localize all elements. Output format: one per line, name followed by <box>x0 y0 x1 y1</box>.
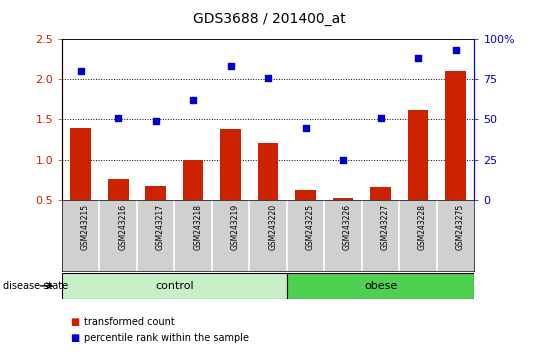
Bar <box>408 110 429 200</box>
Bar <box>295 189 316 200</box>
Bar <box>108 179 128 200</box>
Bar <box>258 143 279 200</box>
Text: disease state: disease state <box>3 281 68 291</box>
Point <box>301 125 310 130</box>
Text: GSM243226: GSM243226 <box>343 204 352 250</box>
Point <box>151 118 160 124</box>
Text: GSM243218: GSM243218 <box>193 204 202 250</box>
Bar <box>370 187 391 200</box>
Point <box>414 56 423 61</box>
Text: ■: ■ <box>70 317 79 327</box>
Text: GSM243227: GSM243227 <box>381 204 390 250</box>
Text: ■: ■ <box>70 333 79 343</box>
Bar <box>146 185 166 200</box>
Point <box>264 75 273 80</box>
Text: obese: obese <box>364 281 397 291</box>
Bar <box>183 160 204 200</box>
Point <box>451 47 460 53</box>
Text: GSM243225: GSM243225 <box>306 204 315 250</box>
Text: GSM243220: GSM243220 <box>268 204 277 250</box>
Text: GSM243219: GSM243219 <box>231 204 240 250</box>
Point <box>114 115 122 121</box>
Text: GSM243216: GSM243216 <box>118 204 127 250</box>
Point <box>226 63 235 69</box>
Text: transformed count: transformed count <box>84 317 174 327</box>
Text: GSM243215: GSM243215 <box>81 204 89 250</box>
Text: GSM243275: GSM243275 <box>455 204 465 250</box>
Bar <box>287 273 474 299</box>
Text: GDS3688 / 201400_at: GDS3688 / 201400_at <box>193 12 346 27</box>
Text: GSM243228: GSM243228 <box>418 204 427 250</box>
Point <box>339 157 348 162</box>
Point <box>376 115 385 121</box>
Bar <box>333 198 354 200</box>
Point <box>189 97 197 103</box>
Bar <box>220 129 241 200</box>
Point <box>77 68 85 74</box>
Text: GSM243217: GSM243217 <box>156 204 165 250</box>
Text: control: control <box>155 281 194 291</box>
Bar <box>71 127 91 200</box>
Text: percentile rank within the sample: percentile rank within the sample <box>84 333 248 343</box>
Bar <box>62 273 287 299</box>
Bar <box>445 71 466 200</box>
